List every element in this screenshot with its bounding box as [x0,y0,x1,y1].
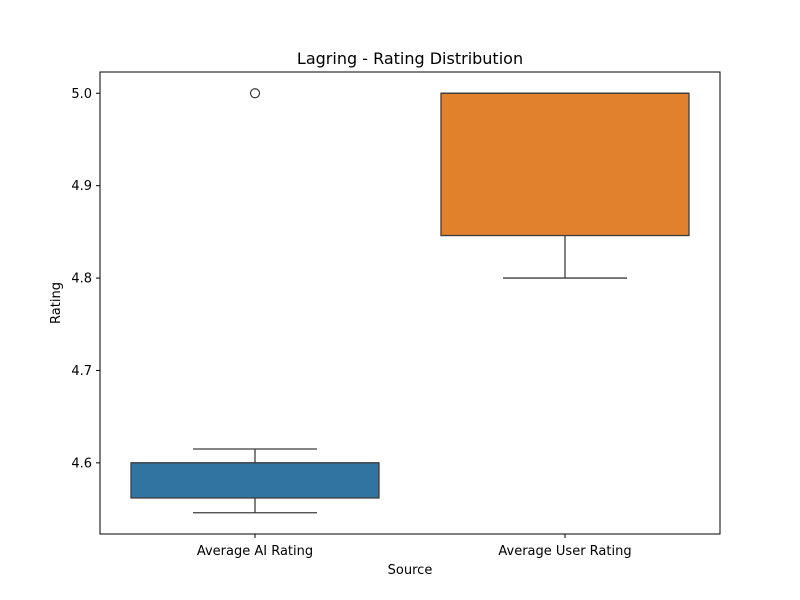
outlier-point [249,88,261,99]
plot-frame [99,71,721,535]
y-axis-label: Rating [49,282,64,324]
x-tick-label: Average AI Rating [197,544,313,559]
boxes-layer [130,88,690,514]
y-axis: 4.6 4.7 4.8 4.9 5.0 [71,87,100,471]
y-tick-label: 4.9 [71,179,92,194]
y-tick-label: 4.7 [71,364,92,379]
box-group [130,88,380,514]
y-tick-label: 4.6 [71,456,92,471]
box-iqr [440,92,690,237]
y-tick-label: 4.8 [71,272,92,287]
x-axis: Average AI Rating Average User Rating [197,534,632,559]
x-tick-label: Average User Rating [498,544,631,559]
box-iqr [130,462,380,499]
box-group [440,92,690,279]
chart-title: Lagring - Rating Distribution [297,49,523,68]
x-axis-label: Source [388,563,433,578]
y-tick-label: 5.0 [71,87,92,102]
